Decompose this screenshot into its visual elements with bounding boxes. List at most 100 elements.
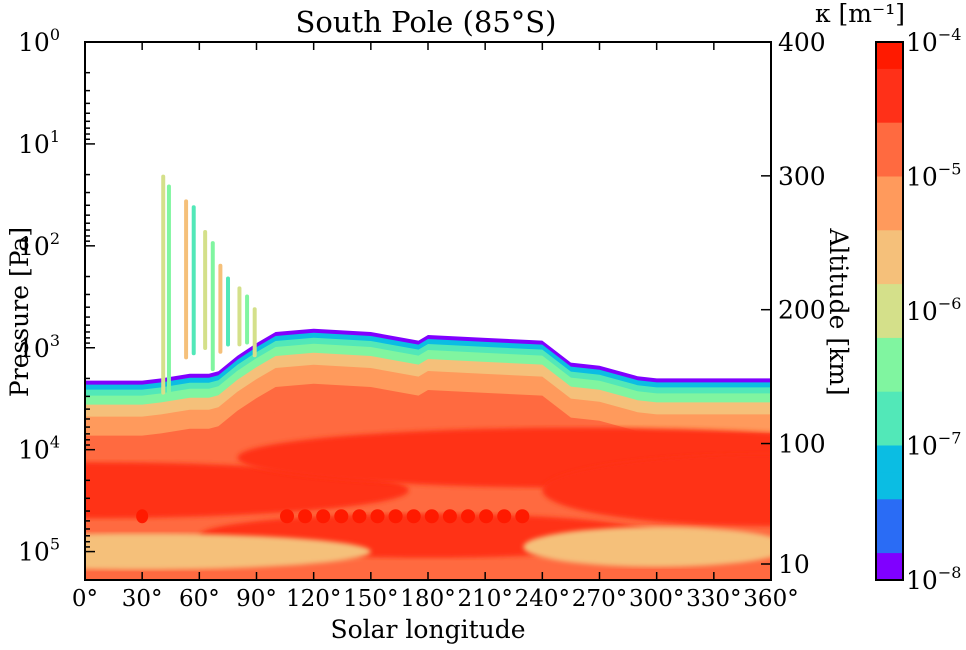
colorbar-tick-exponent-4: −8 bbox=[938, 563, 962, 582]
opacity-peak-7 bbox=[388, 509, 403, 524]
opacity-peak-6 bbox=[370, 509, 385, 524]
colorbar-segment-17 bbox=[876, 499, 903, 527]
opacity-peak-5 bbox=[352, 509, 367, 524]
x-tick-label-6: 180° bbox=[400, 586, 455, 612]
pressure-tick-exponent-4: 4 bbox=[50, 433, 60, 452]
opacity-peak-10 bbox=[442, 509, 457, 524]
pressure-tick-label-5: 105 bbox=[18, 535, 60, 567]
colorbar-segment-18 bbox=[876, 526, 903, 554]
opacity-peak-14 bbox=[515, 509, 530, 524]
colorbar-segment-14 bbox=[876, 418, 903, 447]
colorbar-segment-12 bbox=[876, 364, 903, 393]
x-tick-label-8: 240° bbox=[515, 586, 570, 612]
altitude-tick-label-4: 10 bbox=[778, 550, 810, 579]
detached-layer-10 bbox=[252, 307, 257, 358]
colorbar-ticks: 10−4 10−5 10−6 10−7 10−8 bbox=[906, 25, 961, 595]
colorbar bbox=[876, 42, 903, 581]
detached-layer-6 bbox=[218, 263, 223, 354]
x-tick-label-9: 270° bbox=[572, 586, 627, 612]
colorbar-tick-label-1: 10−5 bbox=[906, 160, 961, 192]
pressure-tick-label-1: 101 bbox=[18, 127, 60, 159]
colorbar-segment-15 bbox=[876, 445, 903, 473]
detached-layer-8 bbox=[237, 286, 242, 347]
pressure-axis-label: Pressure [Pa] bbox=[5, 227, 34, 397]
altitude-tick-label-3: 100 bbox=[778, 430, 826, 459]
colorbar-segment-13 bbox=[876, 391, 903, 420]
pressure-tick-label-0: 100 bbox=[18, 25, 60, 57]
x-tick-label-4: 120° bbox=[286, 586, 341, 612]
chart-title: South Pole (85°S) bbox=[296, 5, 557, 39]
x-tick-label-12: 360° bbox=[743, 586, 798, 612]
opacity-lobe-5 bbox=[523, 526, 771, 567]
colorbar-segment-9 bbox=[876, 284, 903, 312]
x-axis: 0° 30° 60° 90° 120° 150° 180° 210° 240° 270° 300° 3… bbox=[72, 42, 799, 612]
colorbar-segment-11 bbox=[876, 337, 903, 366]
colorbar-segment-8 bbox=[876, 257, 903, 285]
colorbar-tick-label-0: 10−4 bbox=[906, 25, 961, 57]
opacity-peak-4 bbox=[334, 509, 349, 524]
opacity-peak-1 bbox=[279, 509, 294, 524]
x-tick-label-0: 0° bbox=[72, 586, 98, 612]
opacity-peak-3 bbox=[316, 509, 331, 524]
colorbar-label: κ [m⁻¹] bbox=[815, 0, 905, 28]
colorbar-segment-0 bbox=[876, 42, 903, 70]
pressure-tick-exponent-0: 0 bbox=[50, 25, 60, 44]
colorbar-tick-label-4: 10−8 bbox=[906, 563, 961, 595]
x-tick-label-7: 210° bbox=[457, 586, 512, 612]
colorbar-tick-exponent-1: −5 bbox=[938, 160, 962, 179]
opacity-field bbox=[85, 174, 771, 580]
opacity-peak-0 bbox=[136, 509, 149, 524]
x-tick-label-11: 330° bbox=[686, 586, 741, 612]
x-tick-label-5: 150° bbox=[343, 586, 398, 612]
opacity-lobe-2 bbox=[542, 454, 771, 527]
pressure-tick-label-4: 104 bbox=[18, 433, 60, 465]
colorbar-segment-3 bbox=[876, 122, 903, 151]
x-tick-label-1: 30° bbox=[122, 586, 163, 612]
colorbar-segment-7 bbox=[876, 230, 903, 258]
colorbar-tick-label-2: 10−6 bbox=[906, 294, 961, 326]
pressure-tick-exponent-5: 5 bbox=[50, 535, 60, 554]
pressure-tick-exponent-2: 2 bbox=[50, 229, 60, 248]
detached-layer-7 bbox=[226, 276, 231, 347]
colorbar-segment-10 bbox=[876, 311, 903, 339]
opacity-peak-9 bbox=[424, 509, 439, 524]
x-tick-label-2: 60° bbox=[179, 586, 220, 612]
colorbar-tick-label-3: 10−7 bbox=[906, 429, 961, 461]
opacity-peak-2 bbox=[298, 509, 313, 524]
pressure-tick-label-2: 102 bbox=[18, 229, 60, 261]
colorbar-segment-19 bbox=[876, 553, 903, 581]
pressure-tick-exponent-3: 3 bbox=[50, 331, 60, 350]
altitude-axis: 400 300 200 100 10 bbox=[761, 28, 826, 579]
opacity-peak-11 bbox=[461, 509, 476, 524]
detached-layer-0 bbox=[161, 174, 166, 395]
colorbar-segment-5 bbox=[876, 176, 903, 204]
opacity-peak-12 bbox=[479, 509, 494, 524]
detached-layer-3 bbox=[191, 205, 196, 356]
colorbar-tick-exponent-0: −4 bbox=[938, 25, 962, 44]
x-tick-label-3: 90° bbox=[236, 586, 277, 612]
opacity-peak-13 bbox=[497, 509, 512, 524]
detached-layer-1 bbox=[166, 184, 171, 395]
colorbar-segment-16 bbox=[876, 472, 903, 500]
colorbar-tick-exponent-2: −6 bbox=[938, 294, 962, 313]
pressure-tick-exponent-1: 1 bbox=[50, 127, 60, 146]
opacity-peak-8 bbox=[406, 509, 421, 524]
colorbar-tick-exponent-3: −7 bbox=[938, 429, 962, 448]
detached-layer-9 bbox=[245, 294, 250, 345]
colorbar-segment-2 bbox=[876, 95, 903, 124]
x-tick-label-10: 300° bbox=[629, 586, 684, 612]
colorbar-segment-4 bbox=[876, 149, 903, 178]
detached-layer-4 bbox=[203, 230, 208, 351]
altitude-axis-label: Altitude [km] bbox=[824, 227, 853, 395]
altitude-tick-label-0: 400 bbox=[778, 28, 826, 57]
detached-layer-2 bbox=[184, 199, 189, 360]
x-axis-label: Solar longitude bbox=[330, 615, 525, 644]
opacity-lobe-4 bbox=[85, 533, 371, 570]
altitude-tick-label-2: 200 bbox=[778, 296, 826, 325]
colorbar-segment-1 bbox=[876, 68, 903, 97]
colorbar-frame bbox=[875, 41, 904, 581]
detached-layer-5 bbox=[210, 241, 215, 372]
colorbar-segment-6 bbox=[876, 203, 903, 231]
altitude-tick-label-1: 300 bbox=[778, 162, 826, 191]
